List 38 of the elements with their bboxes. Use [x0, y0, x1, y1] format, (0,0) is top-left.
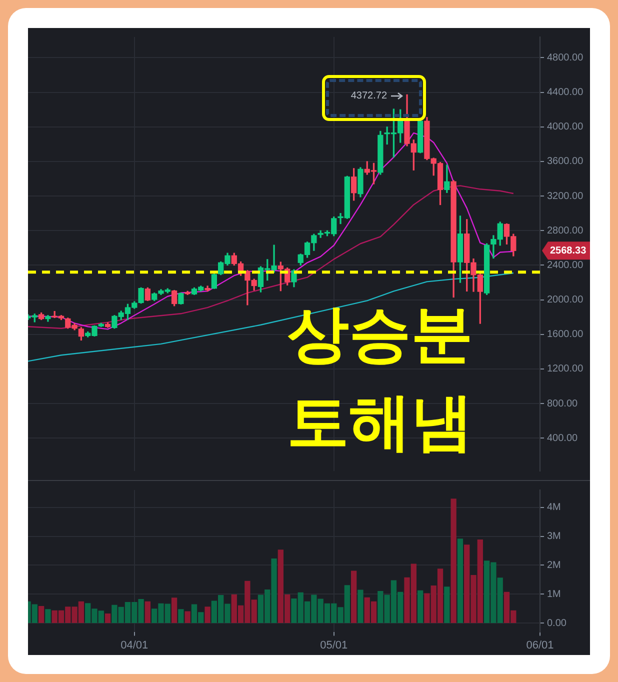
y-tick-label: 4000.00: [547, 122, 584, 133]
y-tick-label: 400.00: [547, 432, 578, 444]
annotation: 상승분: [286, 296, 474, 372]
bar: [350, 570, 357, 623]
y-tick-label: 2M: [547, 560, 561, 571]
y-tick-label: 2800.00: [547, 225, 584, 236]
y-tick-label: 800.00: [547, 398, 578, 410]
x-tick-label: 05/01: [320, 639, 348, 652]
y-tick-label: 3200.00: [547, 190, 584, 202]
bar: [178, 609, 184, 623]
x-tick-label: 06/01: [526, 639, 554, 652]
bar: [184, 611, 190, 623]
y-tick-label: 2000.00: [547, 294, 584, 306]
bar: [104, 614, 111, 623]
bar: [38, 606, 44, 623]
bar: [144, 601, 151, 623]
bar: [450, 498, 456, 623]
bar: [444, 586, 450, 623]
bar: [417, 590, 424, 623]
y-tick-label: 4M: [547, 502, 561, 514]
y-tick-label: 1M: [547, 588, 561, 600]
y-tick-label: 1200.00: [547, 364, 584, 375]
y-tick-label: 3M: [547, 531, 561, 542]
y-tick-label: 4800.00: [547, 52, 584, 64]
text: 2568.33: [550, 245, 587, 256]
annotation: 4372.72: [350, 90, 388, 102]
y-tick-label: 0.00: [547, 618, 567, 629]
y-tick-label: 3600.00: [547, 156, 584, 168]
x-tick-label: 04/01: [120, 639, 148, 652]
y-tick-label: 4400.00: [547, 87, 584, 98]
y-tick-label: 2400.00: [547, 260, 584, 271]
bar: [45, 609, 51, 623]
bar: [171, 598, 178, 623]
y-tick-label: 1600.00: [547, 329, 584, 340]
bar: [457, 538, 464, 623]
annotation: 토해냄: [286, 384, 474, 460]
bar: [204, 606, 210, 623]
bar: [358, 590, 364, 623]
